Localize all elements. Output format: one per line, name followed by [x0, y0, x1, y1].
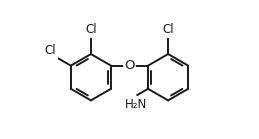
Text: Cl: Cl: [162, 23, 174, 36]
Text: Cl: Cl: [85, 23, 97, 36]
Text: Cl: Cl: [44, 44, 56, 57]
Text: H₂N: H₂N: [125, 98, 147, 111]
Text: O: O: [124, 59, 135, 72]
